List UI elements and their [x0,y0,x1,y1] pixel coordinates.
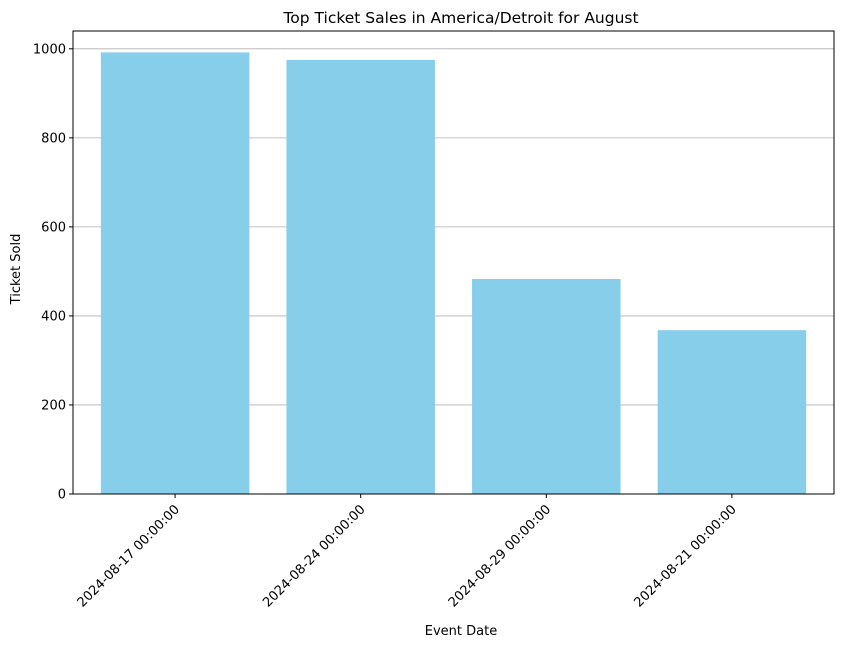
y-axis-label: Ticket Sold [9,234,24,306]
bars [100,52,807,494]
y-tick-label: 0 [58,488,66,503]
bar [472,278,621,494]
x-tick-label: 2024-08-29 00:00:00 [446,502,554,610]
y-tick-label: 400 [41,309,66,324]
x-tick-label: 2024-08-17 00:00:00 [75,502,183,610]
bar [100,52,250,494]
bar [657,330,807,494]
y-tick-label: 200 [41,398,66,413]
axes [72,30,835,495]
x-tick-label: 2024-08-24 00:00:00 [260,502,368,610]
plot-frame [72,30,835,495]
y-tick-label: 1000 [33,42,66,57]
chart-title: Top Ticket Sales in America/Detroit for … [282,9,638,27]
x-tick-label: 2024-08-21 00:00:00 [632,502,740,610]
x-axis-label: Event Date [425,624,497,639]
y-tick-label: 800 [41,131,66,146]
y-tick-label: 600 [41,220,66,235]
bar [286,59,435,494]
